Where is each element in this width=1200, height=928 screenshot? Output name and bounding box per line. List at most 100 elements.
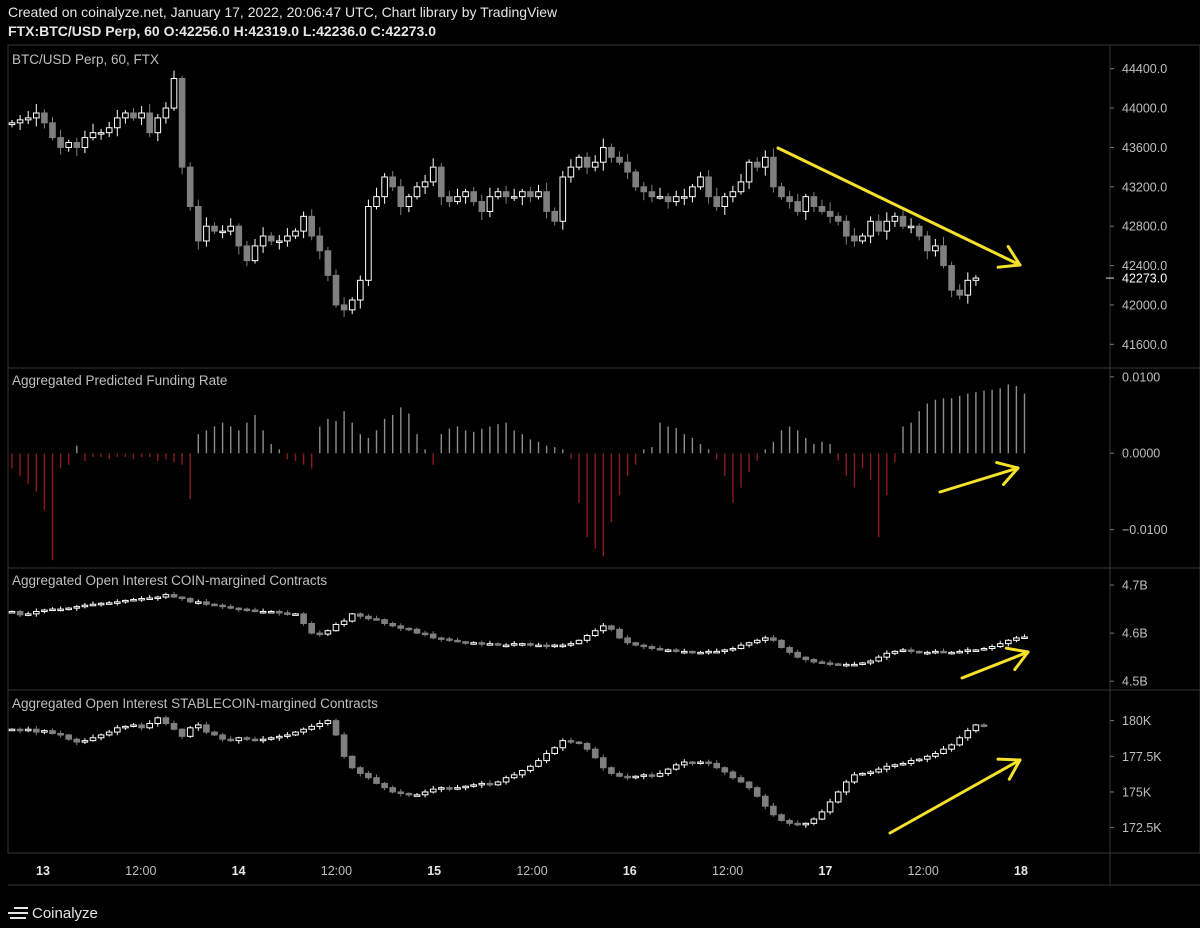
price-candle[interactable] <box>8 122 16 126</box>
price-candle[interactable] <box>956 289 964 296</box>
coin-oi-candle[interactable] <box>510 643 518 646</box>
stable-oi-candle[interactable] <box>16 728 24 732</box>
stable-oi-candle[interactable] <box>826 801 834 813</box>
price-candle[interactable] <box>138 112 145 119</box>
price-candle[interactable] <box>33 112 40 119</box>
price-candle[interactable] <box>510 196 518 199</box>
coin-oi-candle[interactable] <box>170 594 178 598</box>
price-candle[interactable] <box>122 112 129 119</box>
coin-oi-candle[interactable] <box>737 644 745 649</box>
price-candle[interactable] <box>397 186 405 207</box>
price-candle[interactable] <box>170 78 178 109</box>
coin-oi-candle[interactable] <box>454 639 461 643</box>
footer-brand[interactable]: Coinalyze <box>8 904 98 922</box>
price-candle[interactable] <box>924 235 931 252</box>
coin-oi-candle[interactable] <box>251 609 259 613</box>
price-candle[interactable] <box>65 142 73 148</box>
coin-oi-candle[interactable] <box>381 619 388 624</box>
coin-oi-candle[interactable] <box>348 613 356 622</box>
stable-oi-candle[interactable] <box>640 774 648 777</box>
price-candle[interactable] <box>591 161 599 168</box>
coin-oi-candle[interactable] <box>1021 636 1028 639</box>
stable-oi-candle[interactable] <box>713 762 721 769</box>
price-candle[interactable] <box>49 122 56 139</box>
stable-oi-candle[interactable] <box>162 717 170 725</box>
stable-oi-candle[interactable] <box>859 772 866 776</box>
coin-oi-candle[interactable] <box>105 602 113 605</box>
coin-oi-candle[interactable] <box>996 643 1004 648</box>
coin-oi-candle[interactable] <box>195 601 202 604</box>
coin-oi-candle[interactable] <box>915 650 923 654</box>
price-panel[interactable]: 41600.0 42000.0 42400.0 42800.0 43200.0 43600… <box>8 62 1167 352</box>
stable-oi-candle[interactable] <box>486 782 494 786</box>
price-candle[interactable] <box>300 215 307 232</box>
stable-oi-candle[interactable] <box>97 734 105 739</box>
stable-oi-candle[interactable] <box>818 811 826 820</box>
price-candle[interactable] <box>89 132 97 139</box>
coin-oi-candle[interactable] <box>57 608 64 612</box>
price-candle[interactable] <box>600 146 607 163</box>
stable-oi-candle[interactable] <box>664 768 672 774</box>
coin-oi-candle[interactable] <box>721 649 729 652</box>
stable-oi-candle[interactable] <box>251 738 259 742</box>
coin-oi-candle[interactable] <box>486 643 494 646</box>
coin-oi-candle[interactable] <box>227 606 234 609</box>
coin-oi-candle[interactable] <box>956 650 964 654</box>
coin-oi-candle[interactable] <box>527 643 534 646</box>
stable-oi-candle[interactable] <box>737 777 745 783</box>
price-candle[interactable] <box>535 191 542 198</box>
stable-oi-candle[interactable] <box>519 770 526 776</box>
stable-oi-candle[interactable] <box>138 724 145 729</box>
stable-oi-candle[interactable] <box>243 737 251 740</box>
coin-oi-candle[interactable] <box>389 622 396 627</box>
price-candle[interactable] <box>762 156 769 168</box>
coin-oi-panel[interactable]: 4.5B 4.6B 4.7B <box>8 579 1148 689</box>
price-candle[interactable] <box>972 277 980 281</box>
coin-oi-candle[interactable] <box>591 630 599 637</box>
coin-oi-candle[interactable] <box>616 628 623 639</box>
stable-oi-candle[interactable] <box>284 734 291 737</box>
price-candle[interactable] <box>348 299 356 311</box>
coin-oi-candle[interactable] <box>284 612 291 615</box>
coin-oi-candle[interactable] <box>559 644 567 648</box>
coin-oi-candle[interactable] <box>41 609 48 613</box>
price-candle[interactable] <box>681 196 688 199</box>
stable-oi-candle[interactable] <box>656 772 664 777</box>
price-candle[interactable] <box>672 196 680 203</box>
stable-oi-candle[interactable] <box>8 728 16 732</box>
coin-oi-candle[interactable] <box>980 647 988 651</box>
price-candle[interactable] <box>826 210 834 217</box>
coin-oi-candle[interactable] <box>154 596 162 600</box>
stable-oi-candle[interactable] <box>429 788 437 793</box>
coin-oi-candle[interactable] <box>575 639 583 645</box>
coin-oi-candle[interactable] <box>178 596 186 600</box>
stablecoin-oi-panel[interactable]: 172.5K 175K 177.5K 180K <box>8 714 1162 835</box>
stable-oi-candle[interactable] <box>729 771 737 779</box>
stable-oi-candle[interactable] <box>721 767 729 773</box>
coin-oi-candle[interactable] <box>33 610 40 615</box>
price-candle[interactable] <box>559 176 567 222</box>
price-candle[interactable] <box>413 186 421 198</box>
coin-oi-candle[interactable] <box>924 651 931 655</box>
price-candle[interactable] <box>332 274 340 306</box>
stable-oi-candle[interactable] <box>178 728 186 737</box>
coin-oi-candle[interactable] <box>502 644 510 648</box>
price-candle[interactable] <box>421 181 429 188</box>
coin-oi-candle[interactable] <box>907 649 915 652</box>
stable-oi-candle[interactable] <box>170 723 178 730</box>
price-candle[interactable] <box>770 156 777 188</box>
coin-oi-candle[interactable] <box>640 644 648 648</box>
price-candle[interactable] <box>41 112 48 124</box>
stable-oi-candle[interactable] <box>105 731 113 736</box>
coin-oi-candle[interactable] <box>753 639 761 644</box>
coin-oi-candle[interactable] <box>632 642 640 646</box>
price-candle[interactable] <box>883 220 891 232</box>
stable-oi-candle[interactable] <box>843 781 850 793</box>
coin-oi-candle[interactable] <box>972 649 980 652</box>
stable-oi-candle[interactable] <box>915 758 923 762</box>
price-candle[interactable] <box>932 245 939 252</box>
stable-oi-candle[interactable] <box>591 748 599 759</box>
price-candle[interactable] <box>276 240 283 243</box>
coin-oi-candle[interactable] <box>681 650 688 654</box>
stable-oi-candle[interactable] <box>575 741 583 745</box>
